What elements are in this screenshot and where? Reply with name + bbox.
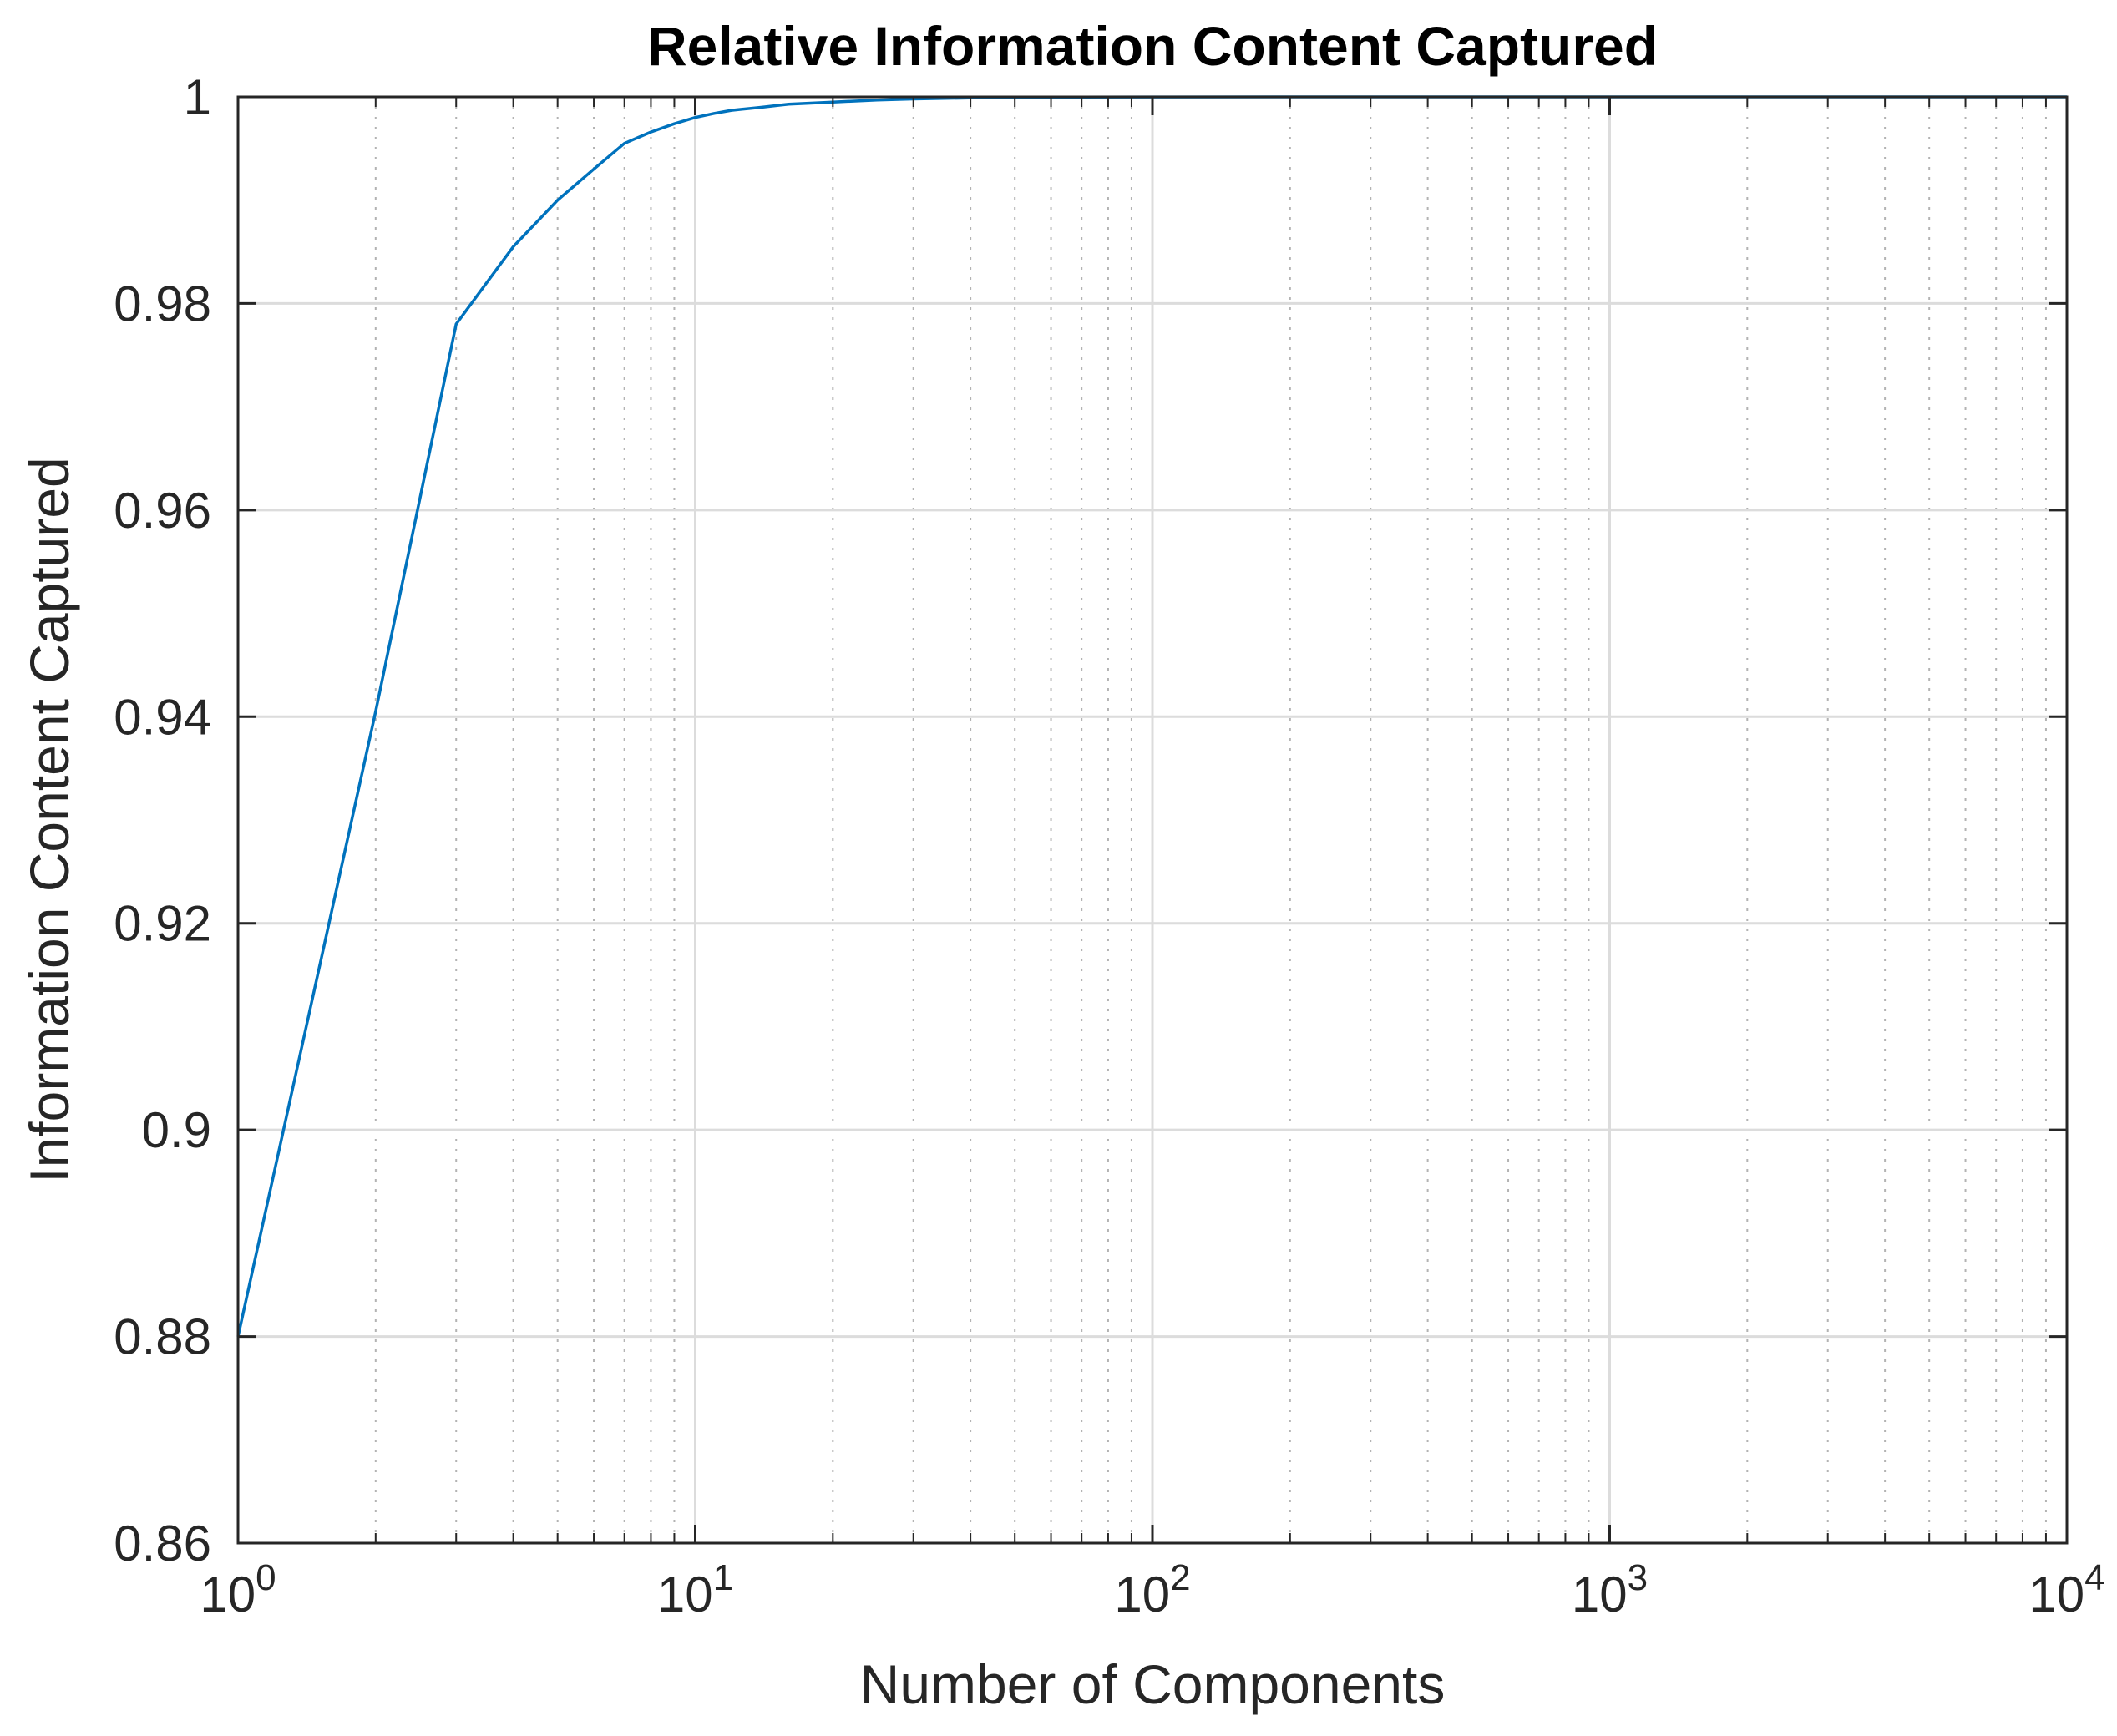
x-tick-labels: 100 101 102 103 104 <box>200 1557 2104 1622</box>
x-tick-label: 102 <box>1114 1557 1190 1622</box>
y-tick-label: 1 <box>184 69 211 125</box>
x-tick-label: 101 <box>657 1557 733 1622</box>
y-tick-label: 0.94 <box>114 689 211 745</box>
y-axis-title: Information Content Captured <box>18 457 80 1183</box>
chart-title: Relative Information Content Captured <box>647 15 1658 77</box>
major-grid <box>238 97 2067 1543</box>
minor-grid <box>374 97 2047 1543</box>
y-tick-label: 0.92 <box>114 896 211 952</box>
x-tick-label: 103 <box>1572 1557 1648 1622</box>
y-tick-label: 0.9 <box>142 1102 211 1158</box>
x-tick-label: 104 <box>2028 1557 2104 1622</box>
axis-ticks <box>236 95 2069 1545</box>
y-tick-label: 0.98 <box>114 276 211 332</box>
x-axis-title: Number of Components <box>860 1653 1446 1715</box>
y-tick-label: 0.88 <box>114 1309 211 1365</box>
y-tick-label: 0.86 <box>114 1516 211 1572</box>
y-tick-label: 0.96 <box>114 483 211 539</box>
x-tick-label: 100 <box>200 1557 276 1622</box>
y-tick-labels: 0.86 0.88 0.9 0.92 0.94 0.96 0.98 1 <box>114 69 211 1572</box>
